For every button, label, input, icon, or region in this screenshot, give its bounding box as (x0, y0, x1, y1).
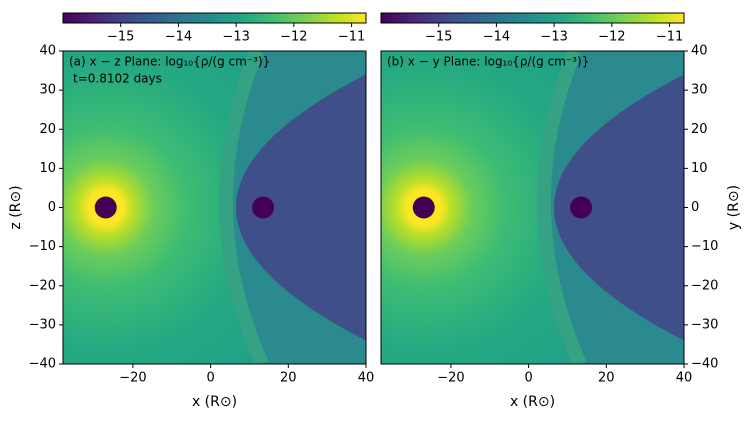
colorbar-tick-label: −12 (280, 30, 307, 45)
y-tick-label: 40 (691, 44, 708, 59)
star (252, 196, 275, 219)
y-axis-label: z (R⊙) (8, 185, 24, 229)
y-axis-label: y (R⊙) (726, 185, 742, 230)
x-tick-label: 40 (358, 371, 375, 386)
colorbar (62, 12, 367, 24)
y-tick-label: −30 (691, 317, 718, 332)
y-tick-label: 10 (691, 161, 708, 176)
star (94, 196, 117, 219)
y-tick-label: 30 (691, 83, 708, 98)
x-axis-label: x (R⊙) (510, 394, 555, 410)
colorbar-tick-label: −14 (165, 30, 192, 45)
x-tick-label: −20 (119, 371, 146, 386)
x-tick-label: 0 (524, 371, 532, 386)
star (570, 196, 593, 219)
y-tick-label: 20 (39, 122, 56, 137)
x-tick-label: −20 (437, 371, 464, 386)
y-tick-label: 0 (48, 200, 56, 215)
x-tick-label: 20 (598, 371, 615, 386)
colorbar-tick-label: −13 (222, 30, 249, 45)
colorbar (380, 12, 685, 24)
y-tick-label: −10 (29, 239, 56, 254)
colorbar-tick-label: −12 (598, 30, 625, 45)
y-tick-label: −40 (29, 357, 56, 372)
colorbar-tick-label: −11 (338, 30, 365, 45)
panel-title: (a) x − z Plane: log₁₀{ρ/(g cm⁻³)} (69, 55, 270, 69)
y-tick-label: −30 (29, 317, 56, 332)
y-tick-label: −40 (691, 357, 718, 372)
panel-title: (b) x − y Plane: log₁₀{ρ/(g cm⁻³)} (387, 55, 589, 69)
y-tick-label: 30 (39, 83, 56, 98)
y-tick-label: 20 (691, 122, 708, 137)
colorbar-tick-label: −15 (425, 30, 452, 45)
y-tick-label: −20 (29, 278, 56, 293)
colorbar-tick-label: −14 (483, 30, 510, 45)
colorbar-tick-label: −11 (656, 30, 683, 45)
y-tick-label: −10 (691, 239, 718, 254)
y-tick-label: 40 (39, 44, 56, 59)
time-annotation: t=0.8102 days (73, 72, 162, 86)
star (412, 196, 435, 219)
y-tick-label: 0 (691, 200, 699, 215)
x-tick-label: 40 (676, 371, 693, 386)
y-tick-label: 10 (39, 161, 56, 176)
y-tick-label: −20 (691, 278, 718, 293)
x-tick-label: 20 (280, 371, 297, 386)
x-tick-label: 0 (206, 371, 214, 386)
colorbar-tick-label: −15 (107, 30, 134, 45)
x-axis-label: x (R⊙) (192, 394, 237, 410)
colorbar-tick-label: −13 (540, 30, 567, 45)
